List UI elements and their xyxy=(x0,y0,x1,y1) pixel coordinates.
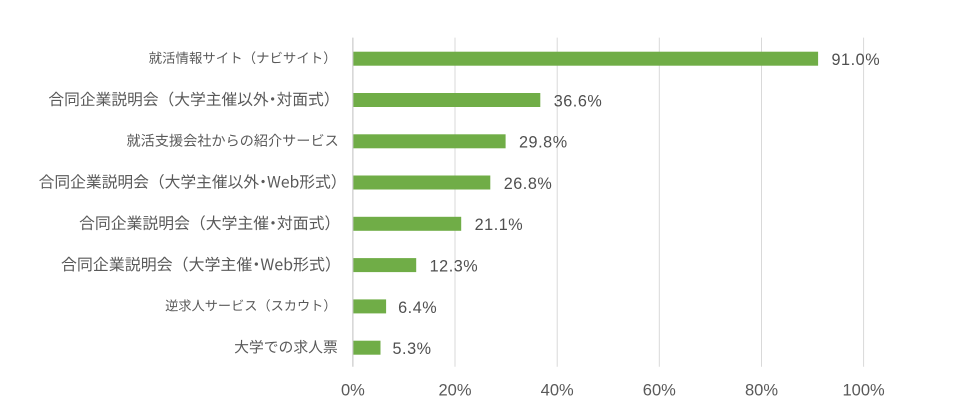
svg-text:5.3%: 5.3% xyxy=(393,340,432,358)
svg-text:40%: 40% xyxy=(541,382,574,400)
svg-text:36.6%: 36.6% xyxy=(554,92,603,110)
svg-text:60%: 60% xyxy=(643,382,676,400)
svg-text:26.8%: 26.8% xyxy=(504,175,553,193)
svg-text:80%: 80% xyxy=(745,382,778,400)
svg-text:6.4%: 6.4% xyxy=(398,299,437,317)
svg-text:100%: 100% xyxy=(842,382,885,400)
svg-text:0%: 0% xyxy=(341,382,365,400)
svg-text:20%: 20% xyxy=(438,382,471,400)
svg-text:21.1%: 21.1% xyxy=(475,216,524,234)
svg-text:29.8%: 29.8% xyxy=(519,134,568,152)
svg-text:91.0%: 91.0% xyxy=(832,51,881,69)
svg-text:12.3%: 12.3% xyxy=(430,258,479,276)
